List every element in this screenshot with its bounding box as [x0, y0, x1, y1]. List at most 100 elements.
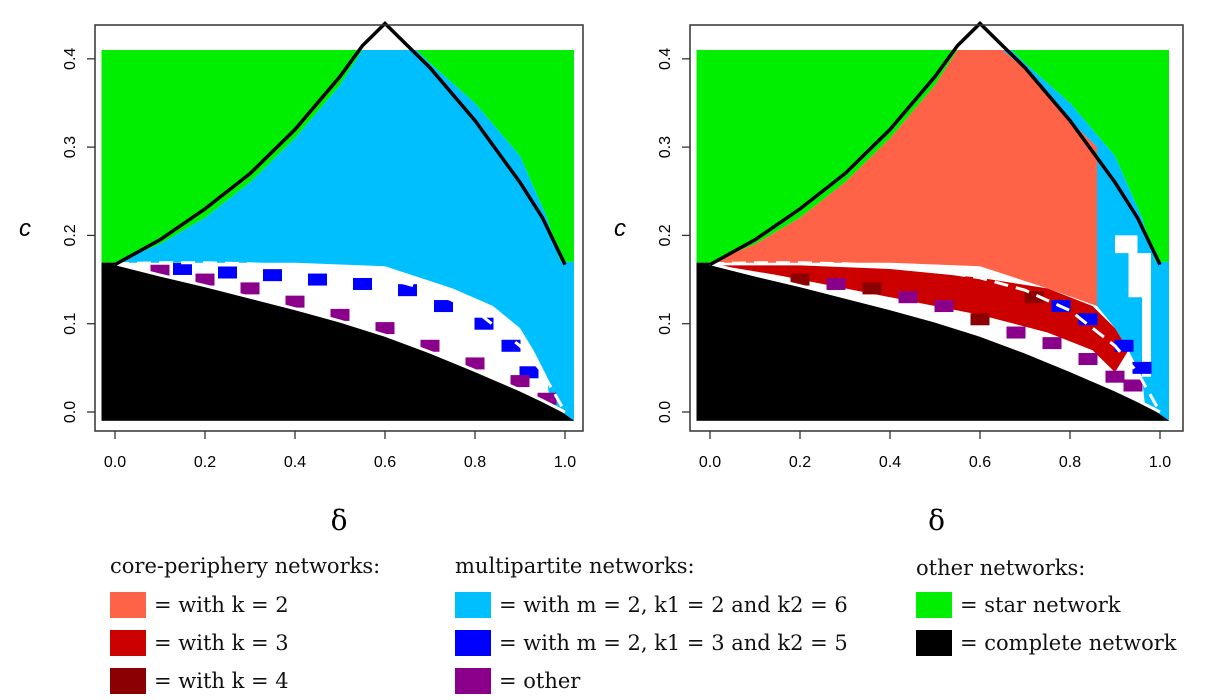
- legend-item-cp-k4: = with k = 4: [110, 668, 289, 694]
- left-panel: 0.0 0.2 0.4 0.6 0.8 1.0 0.0 0.1 0.2 0.3 0.4 c δ: [19, 21, 584, 537]
- y-tick-label: 0.4: [657, 48, 674, 70]
- legend-swatch: [916, 592, 952, 618]
- cell-multi_35: [308, 273, 327, 286]
- y-tick-label: 0.4: [62, 48, 79, 70]
- region-star: [696, 50, 958, 263]
- legend-label: = with k = 4: [154, 669, 289, 693]
- cell-other_multi: [1105, 370, 1125, 383]
- x-tick-label: 0.0: [104, 454, 126, 471]
- x-tick-label: 0.2: [194, 454, 216, 471]
- legend-swatch: [110, 630, 146, 656]
- cell-multi_35: [173, 262, 192, 275]
- cell-other_multi: [330, 308, 350, 321]
- plot-area: [101, 50, 574, 421]
- cell-multi_35: [218, 266, 237, 279]
- x-tick-label: 0.8: [1059, 454, 1081, 471]
- legend-label: = complete network: [960, 631, 1177, 655]
- legend-heading-multipartite: multipartite networks:: [455, 554, 695, 578]
- region-star: [416, 50, 574, 262]
- x-tick-label: 0.6: [969, 454, 991, 471]
- cell-other_multi: [240, 282, 260, 295]
- x-tick-label: 0.2: [789, 454, 811, 471]
- cell-cp_4: [790, 273, 810, 286]
- cell-multi_35: [263, 269, 282, 282]
- region-cp_2: [710, 50, 1097, 306]
- x-tick-label: 0.6: [374, 454, 396, 471]
- legend-item-cp-k2: = with k = 2: [110, 592, 289, 618]
- y-tick-label: 0.1: [62, 312, 79, 334]
- legend-swatch: [916, 630, 952, 656]
- x-tick-label: 0.4: [284, 454, 306, 471]
- legend-item-cp-k3: = with k = 3: [110, 630, 289, 656]
- y-tick-label: 0.2: [62, 224, 79, 246]
- cell-other_multi: [1006, 326, 1026, 339]
- legend-item-multi-35: = with m = 2, k1 = 3 and k2 = 5: [455, 630, 848, 656]
- cell-other_multi: [285, 295, 305, 308]
- x-tick-label: 1.0: [554, 454, 576, 471]
- x-tick-label: 0.0: [699, 454, 721, 471]
- legend-heading-core-periphery: core-periphery networks:: [110, 554, 381, 578]
- legend-heading-other: other networks:: [916, 556, 1086, 580]
- curve-upper-boundary: [709, 21, 1162, 267]
- curve-lower-boundary: [709, 262, 1161, 414]
- x-tick-label: 0.8: [464, 454, 486, 471]
- legend-item-multi-26: = with m = 2, k1 = 2 and k2 = 6: [455, 592, 848, 618]
- cell-other_multi: [195, 273, 215, 286]
- legend-label: = star network: [960, 593, 1121, 617]
- y-tick-label: 0.2: [657, 224, 674, 246]
- y-tick-label: 0.0: [62, 401, 79, 423]
- region-multi_26: [1002, 50, 1169, 421]
- region-star: [1011, 50, 1169, 262]
- curve-dashed-boundary: [114, 261, 567, 413]
- legend-swatch: [455, 668, 491, 694]
- region-multi_26: [115, 50, 574, 421]
- region-white: [1115, 235, 1151, 377]
- y-tick-label: 0.3: [657, 136, 674, 158]
- cell-multi_35: [398, 284, 417, 297]
- region-complete-top: [696, 262, 1169, 421]
- legend-swatch: [110, 668, 146, 694]
- region-complete-top: [101, 262, 574, 421]
- cell-other_multi: [898, 291, 918, 304]
- legend-item-multi-other: = other: [455, 668, 580, 694]
- curve-upper-boundary: [114, 21, 567, 267]
- plot-frame: [689, 24, 1184, 432]
- cell-other_multi: [375, 322, 395, 335]
- cell-multi_35: [353, 277, 372, 290]
- cell-cp_4: [862, 282, 882, 295]
- legend-label: = with k = 3: [154, 631, 289, 655]
- cell-other_multi: [1042, 337, 1062, 350]
- cell-other_multi: [1078, 353, 1098, 366]
- legend-label: = with m = 2, k1 = 3 and k2 = 5: [499, 631, 848, 655]
- x-tick-label: 1.0: [1149, 454, 1171, 471]
- legend-label: = with k = 2: [154, 593, 289, 617]
- right-panel: 0.0 0.2 0.4 0.6 0.8 1.0 0.0 0.1 0.2 0.3 0.4 c δ: [614, 21, 1184, 537]
- cell-other_multi: [465, 357, 485, 370]
- legend-swatch: [455, 592, 491, 618]
- cell-other_multi: [510, 375, 530, 388]
- cell-multi_35: [1132, 361, 1152, 374]
- legend-item-complete: = complete network: [916, 630, 1177, 656]
- plot-area: [696, 50, 1169, 421]
- x-axis-label: δ: [928, 504, 945, 537]
- cell-other_multi: [826, 277, 846, 290]
- legend-item-star: = star network: [916, 592, 1121, 618]
- y-axis-label: c: [614, 215, 626, 242]
- y-tick-label: 0.0: [657, 401, 674, 423]
- cell-cp_4: [1024, 291, 1044, 304]
- curve-lower-boundary: [114, 262, 566, 414]
- x-tick-label: 0.4: [879, 454, 901, 471]
- plot-frame: [94, 24, 584, 432]
- legend-swatch: [110, 592, 146, 618]
- cell-other_multi: [934, 300, 954, 313]
- legend-swatch: [455, 630, 491, 656]
- legend-label: = other: [499, 669, 581, 693]
- legend-label: = with m = 2, k1 = 2 and k2 = 6: [499, 593, 848, 617]
- cell-cp_4: [970, 313, 990, 326]
- curve-dashed-boundary: [709, 261, 1162, 413]
- y-tick-label: 0.3: [62, 136, 79, 158]
- cell-multi_35: [434, 300, 453, 313]
- x-axis-label: δ: [331, 504, 348, 537]
- cell-other_multi: [1123, 379, 1143, 392]
